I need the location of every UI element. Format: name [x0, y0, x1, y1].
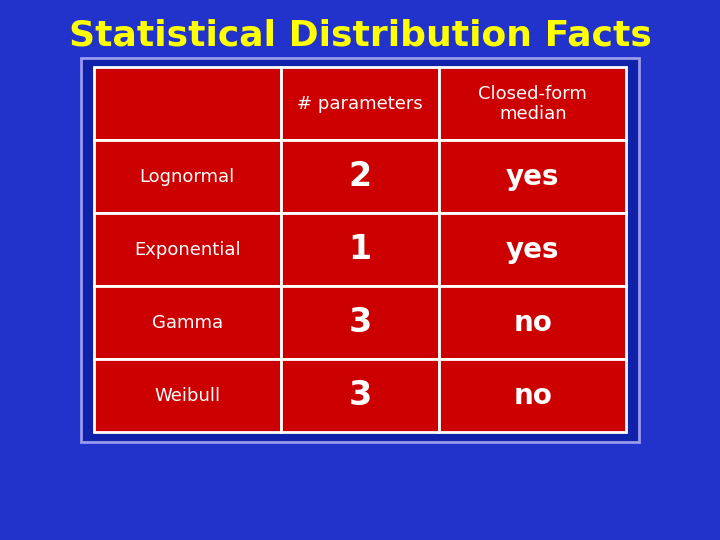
- Bar: [94, 286, 281, 359]
- Bar: [281, 286, 439, 359]
- Text: Gamma: Gamma: [152, 314, 222, 332]
- Bar: [94, 68, 281, 140]
- Bar: [94, 213, 281, 286]
- Text: 2: 2: [348, 160, 372, 193]
- Bar: [281, 213, 439, 286]
- Bar: [281, 140, 439, 213]
- Bar: [439, 213, 626, 286]
- Bar: [439, 68, 626, 140]
- FancyBboxPatch shape: [81, 58, 639, 442]
- Bar: [94, 359, 281, 432]
- Text: Exponential: Exponential: [134, 241, 240, 259]
- Text: Closed-form
median: Closed-form median: [478, 85, 588, 123]
- Text: # parameters: # parameters: [297, 95, 423, 113]
- Bar: [439, 140, 626, 213]
- Text: Lognormal: Lognormal: [140, 168, 235, 186]
- Text: yes: yes: [506, 163, 559, 191]
- Text: Weibull: Weibull: [154, 387, 220, 404]
- Text: no: no: [513, 309, 552, 336]
- Text: 1: 1: [348, 233, 372, 266]
- Bar: [94, 140, 281, 213]
- Bar: [281, 68, 439, 140]
- Bar: [439, 286, 626, 359]
- Text: 3: 3: [348, 379, 372, 412]
- Bar: [281, 359, 439, 432]
- Bar: [439, 359, 626, 432]
- Text: Statistical Distribution Facts: Statistical Distribution Facts: [68, 18, 652, 52]
- Text: no: no: [513, 382, 552, 409]
- Text: yes: yes: [506, 236, 559, 264]
- Text: 3: 3: [348, 306, 372, 339]
